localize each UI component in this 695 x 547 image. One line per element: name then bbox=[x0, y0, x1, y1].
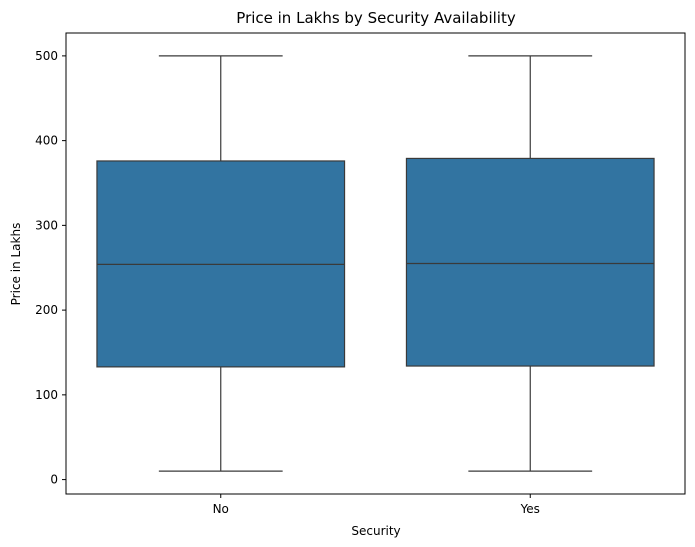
x-tick-label-yes: Yes bbox=[520, 502, 540, 516]
x-axis-label: Security bbox=[351, 524, 400, 538]
y-tick-label-0: 0 bbox=[50, 473, 58, 487]
plot-frame bbox=[65, 32, 686, 495]
y-tick-label-100: 100 bbox=[35, 388, 58, 402]
y-tick-label-200: 200 bbox=[35, 303, 58, 317]
y-tick-label-300: 300 bbox=[35, 218, 58, 232]
chart-title: Price in Lakhs by Security Availability bbox=[236, 9, 516, 27]
y-axis-label: Price in Lakhs bbox=[9, 223, 23, 306]
box-yes bbox=[405, 157, 655, 367]
y-tick-label-400: 400 bbox=[35, 134, 58, 148]
y-tick-label-500: 500 bbox=[35, 49, 58, 63]
plot-area: 0 100 200 300 400 500 No Yes bbox=[35, 32, 686, 516]
x-tick-label-no: No bbox=[213, 502, 229, 516]
